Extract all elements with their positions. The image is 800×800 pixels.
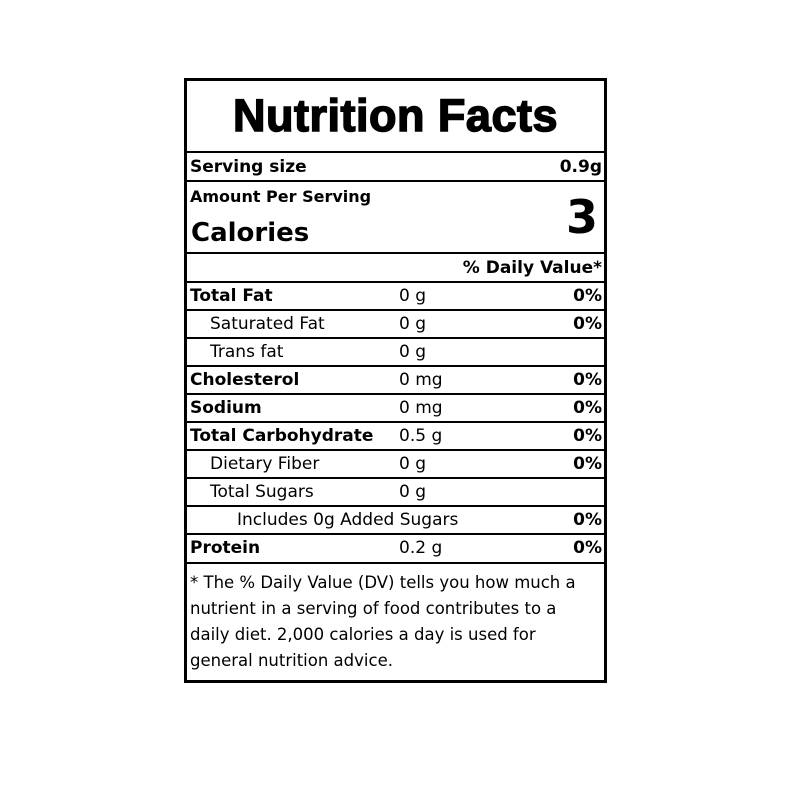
serving-size-row: Serving size 0.9g	[187, 153, 604, 182]
nutrient-name: Dietary Fiber	[210, 454, 320, 474]
nutrient-row: Includes 0g Added Sugars 0%	[187, 507, 604, 535]
footnote: * The % Daily Value (DV) tells you how m…	[190, 573, 576, 670]
nutrient-name: Trans fat	[210, 342, 284, 362]
nutrient-amount: 0 g	[399, 314, 427, 334]
nutrient-amount: 0.5 g	[399, 426, 443, 446]
nutrient-dv: 0%	[573, 286, 602, 306]
nutrient-name: Includes 0g Added Sugars	[237, 510, 459, 530]
nutrient-row: Total Sugars 0 g	[187, 479, 604, 507]
nutrient-name: Total Carbohydrate	[190, 426, 374, 446]
nutrient-dv: 0%	[573, 510, 602, 530]
nutrient-amount: 0 g	[399, 342, 427, 362]
serving-size-value: 0.9g	[559, 157, 602, 177]
nutrient-dv: 0%	[573, 398, 602, 418]
nutrient-row: Saturated Fat 0 g 0%	[187, 311, 604, 339]
nutrient-name: Sodium	[190, 398, 262, 418]
nutrient-dv: 0%	[573, 314, 602, 334]
nutrition-label: Nutrition Facts Serving size 0.9g Amount…	[184, 78, 607, 683]
nutrient-row: Cholesterol 0 mg 0%	[187, 367, 604, 395]
nutrient-dv: 0%	[573, 370, 602, 390]
nutrient-name: Protein	[190, 538, 261, 558]
nutrient-amount: 0 g	[399, 454, 427, 474]
nutrient-name: Saturated Fat	[210, 314, 325, 334]
nutrient-name: Total Fat	[190, 286, 273, 306]
nutrient-amount: 0 g	[399, 482, 427, 502]
calories-value: 3	[565, 190, 598, 244]
nutrient-amount: 0 g	[399, 286, 427, 306]
calories-row: Amount Per Serving Calories 3	[187, 182, 604, 254]
label-title: Nutrition Facts	[187, 81, 604, 153]
nutrient-row: Total Carbohydrate 0.5 g 0%	[187, 423, 604, 451]
nutrient-amount: 0.2 g	[399, 538, 443, 558]
nutrient-row: Sodium 0 mg 0%	[187, 395, 604, 423]
nutrient-row: Trans fat 0 g	[187, 339, 604, 367]
nutrient-row: Total Fat 0 g 0%	[187, 283, 604, 311]
daily-value-header: % Daily Value*	[187, 254, 604, 283]
nutrient-name: Cholesterol	[190, 370, 300, 390]
nutrient-dv: 0%	[573, 426, 602, 446]
daily-value-header-text: % Daily Value*	[462, 258, 602, 278]
nutrient-amount: 0 mg	[399, 370, 443, 390]
nutrient-dv: 0%	[573, 454, 602, 474]
nutrient-name: Total Sugars	[210, 482, 314, 502]
nutrient-row: Dietary Fiber 0 g 0%	[187, 451, 604, 479]
amount-per-serving: Amount Per Serving	[190, 187, 372, 206]
nutrient-dv: 0%	[573, 538, 602, 558]
serving-size-label: Serving size	[190, 157, 307, 177]
nutrient-amount: 0 mg	[399, 398, 443, 418]
nutrient-row: Protein 0.2 g 0%	[187, 535, 604, 564]
calories-label: Calories	[191, 218, 310, 248]
